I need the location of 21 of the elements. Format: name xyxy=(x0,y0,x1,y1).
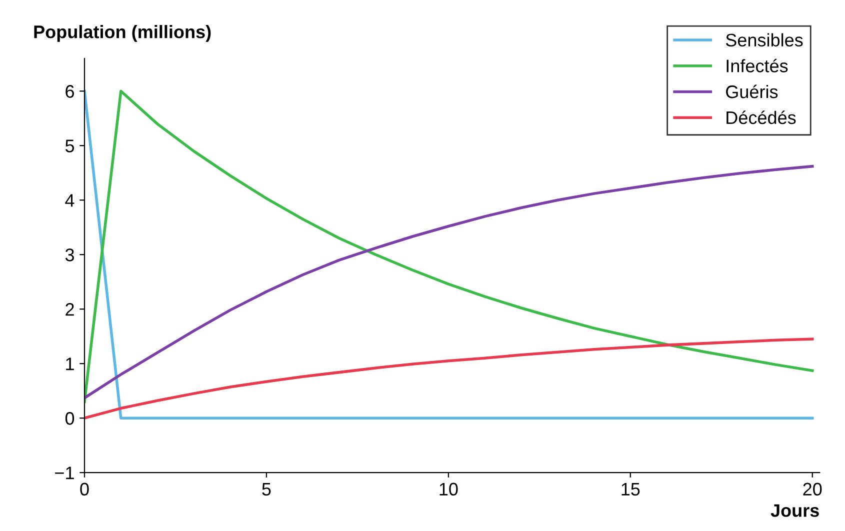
y-tick-label: 4 xyxy=(65,194,74,207)
x-axis-title: Jours xyxy=(770,504,819,517)
y-axis-title: Population (millions) xyxy=(34,25,211,42)
y-tick-label: 2 xyxy=(66,303,74,316)
y-tick-label: 3 xyxy=(65,248,74,262)
line-series xyxy=(84,338,814,420)
legend-label: Infectés xyxy=(726,58,788,72)
x-tick-label: 0 xyxy=(80,482,89,496)
x-tick-label: 10 xyxy=(440,482,458,496)
y-tick-label: −1 xyxy=(55,466,74,480)
legend-label: Guéris xyxy=(726,84,778,98)
y-tick-label: 5 xyxy=(65,140,74,152)
legend-label: Décédés xyxy=(726,110,796,124)
y-tick-label: 6 xyxy=(66,85,74,98)
x-tick-label: 5 xyxy=(262,482,271,496)
x-tick-label: 20 xyxy=(803,482,822,496)
y-tick-label: 1 xyxy=(66,358,74,370)
legend-label: Sensibles xyxy=(726,33,803,47)
y-tick-label: 0 xyxy=(65,412,74,425)
x-tick-label: 15 xyxy=(622,482,640,496)
line-series xyxy=(84,164,814,400)
